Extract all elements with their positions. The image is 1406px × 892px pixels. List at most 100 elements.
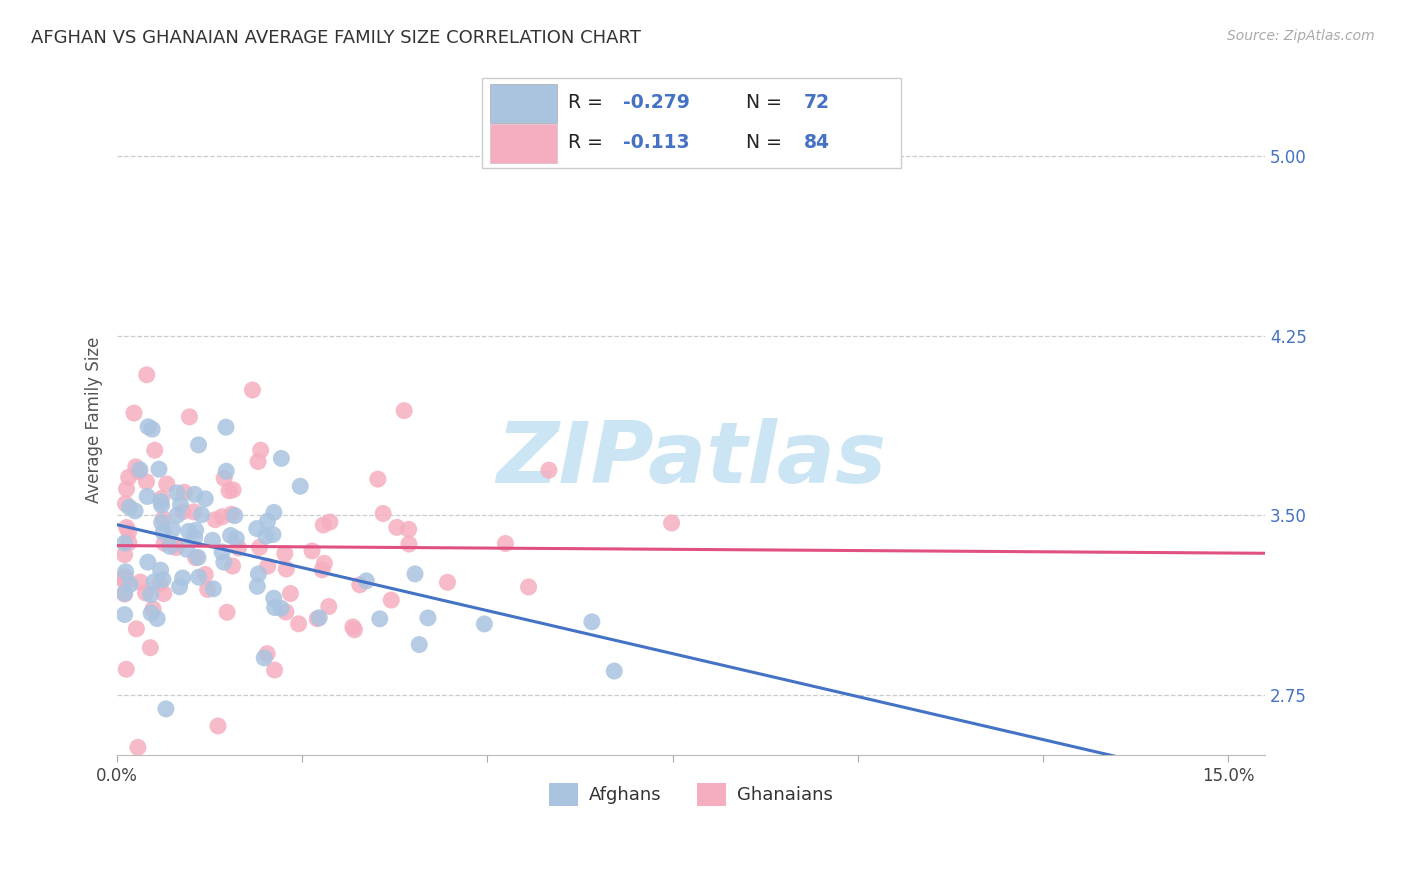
Text: N =: N =: [747, 94, 787, 112]
Point: [242, 383, 264, 397]
Text: -0.279: -0.279: [623, 94, 690, 112]
Point: [118, 500, 141, 515]
Point: [311, 563, 333, 577]
Point: [367, 472, 389, 486]
Point: [183, 487, 205, 501]
Point: [398, 537, 420, 551]
Point: [150, 491, 173, 506]
Point: [117, 470, 139, 484]
Point: [114, 572, 136, 586]
Point: [661, 516, 683, 530]
FancyBboxPatch shape: [482, 78, 901, 168]
Point: [308, 611, 330, 625]
Point: [115, 520, 138, 534]
Point: [115, 482, 138, 496]
Point: [177, 524, 200, 539]
Text: 72: 72: [803, 94, 830, 112]
Point: [194, 491, 217, 506]
Point: [152, 586, 174, 600]
Point: [115, 662, 138, 676]
Text: Source: ZipAtlas.com: Source: ZipAtlas.com: [1227, 29, 1375, 43]
Point: [125, 459, 148, 474]
Point: [287, 616, 309, 631]
Text: N =: N =: [747, 133, 787, 153]
Point: [114, 548, 136, 562]
Point: [254, 529, 277, 543]
Point: [149, 576, 172, 591]
Text: R =: R =: [568, 133, 614, 153]
Y-axis label: Average Family Size: Average Family Size: [86, 336, 103, 503]
Point: [135, 586, 157, 600]
Point: [219, 528, 242, 542]
Point: [176, 542, 198, 557]
Point: [152, 573, 174, 587]
Point: [184, 550, 207, 565]
Point: [179, 409, 201, 424]
Point: [166, 485, 188, 500]
Text: AFGHAN VS GHANAIAN AVERAGE FAMILY SIZE CORRELATION CHART: AFGHAN VS GHANAIAN AVERAGE FAMILY SIZE C…: [31, 29, 641, 46]
Point: [211, 545, 233, 559]
Point: [142, 602, 165, 616]
Point: [150, 516, 173, 530]
Point: [165, 541, 187, 555]
FancyBboxPatch shape: [491, 84, 557, 123]
Point: [380, 593, 402, 607]
Point: [253, 651, 276, 665]
Point: [349, 578, 371, 592]
Point: [159, 539, 181, 553]
Point: [155, 702, 177, 716]
Point: [280, 586, 302, 600]
Point: [262, 527, 284, 541]
Point: [247, 566, 270, 581]
Point: [256, 514, 278, 528]
Point: [136, 419, 159, 434]
Point: [256, 647, 278, 661]
Point: [169, 498, 191, 512]
Point: [215, 420, 238, 434]
Point: [148, 462, 170, 476]
Text: 84: 84: [803, 133, 830, 153]
Point: [225, 532, 247, 546]
Point: [312, 518, 335, 533]
Point: [202, 582, 225, 596]
Point: [114, 607, 136, 622]
Point: [184, 524, 207, 538]
Point: [129, 463, 152, 477]
Point: [263, 663, 285, 677]
Point: [408, 638, 430, 652]
Point: [436, 575, 458, 590]
Point: [149, 563, 172, 577]
Point: [404, 566, 426, 581]
Point: [224, 508, 246, 523]
Point: [139, 588, 162, 602]
Point: [263, 505, 285, 519]
Point: [172, 504, 194, 518]
Point: [581, 615, 603, 629]
Point: [114, 587, 136, 601]
Point: [222, 483, 245, 497]
Point: [129, 575, 152, 590]
Point: [270, 451, 292, 466]
Point: [603, 664, 626, 678]
Point: [136, 555, 159, 569]
Point: [153, 536, 176, 550]
Point: [318, 599, 340, 614]
Text: R =: R =: [568, 94, 609, 112]
Point: [270, 601, 292, 615]
Point: [207, 719, 229, 733]
Point: [221, 508, 243, 522]
Point: [392, 403, 415, 417]
Point: [146, 611, 169, 625]
Point: [274, 547, 297, 561]
Point: [256, 559, 278, 574]
Point: [150, 498, 173, 512]
Point: [246, 522, 269, 536]
Point: [166, 508, 188, 523]
Point: [211, 509, 233, 524]
Point: [290, 479, 312, 493]
Point: [114, 497, 136, 511]
Point: [125, 622, 148, 636]
Point: [114, 586, 136, 600]
Point: [183, 505, 205, 519]
Text: ZIPatlas: ZIPatlas: [496, 418, 886, 501]
